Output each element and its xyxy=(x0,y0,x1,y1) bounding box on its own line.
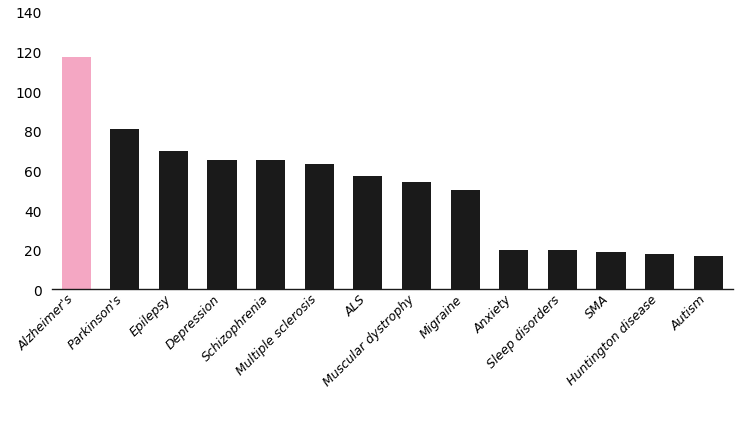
Bar xyxy=(353,177,383,290)
Bar xyxy=(645,254,674,290)
Bar xyxy=(548,250,577,290)
Bar xyxy=(61,58,91,290)
Bar xyxy=(110,130,139,290)
Bar xyxy=(159,151,188,290)
Bar xyxy=(596,252,625,290)
Bar xyxy=(500,250,528,290)
Bar xyxy=(305,165,334,290)
Bar xyxy=(451,191,480,290)
Bar xyxy=(402,183,431,290)
Bar xyxy=(207,161,237,290)
Bar xyxy=(256,161,285,290)
Bar xyxy=(693,256,723,290)
